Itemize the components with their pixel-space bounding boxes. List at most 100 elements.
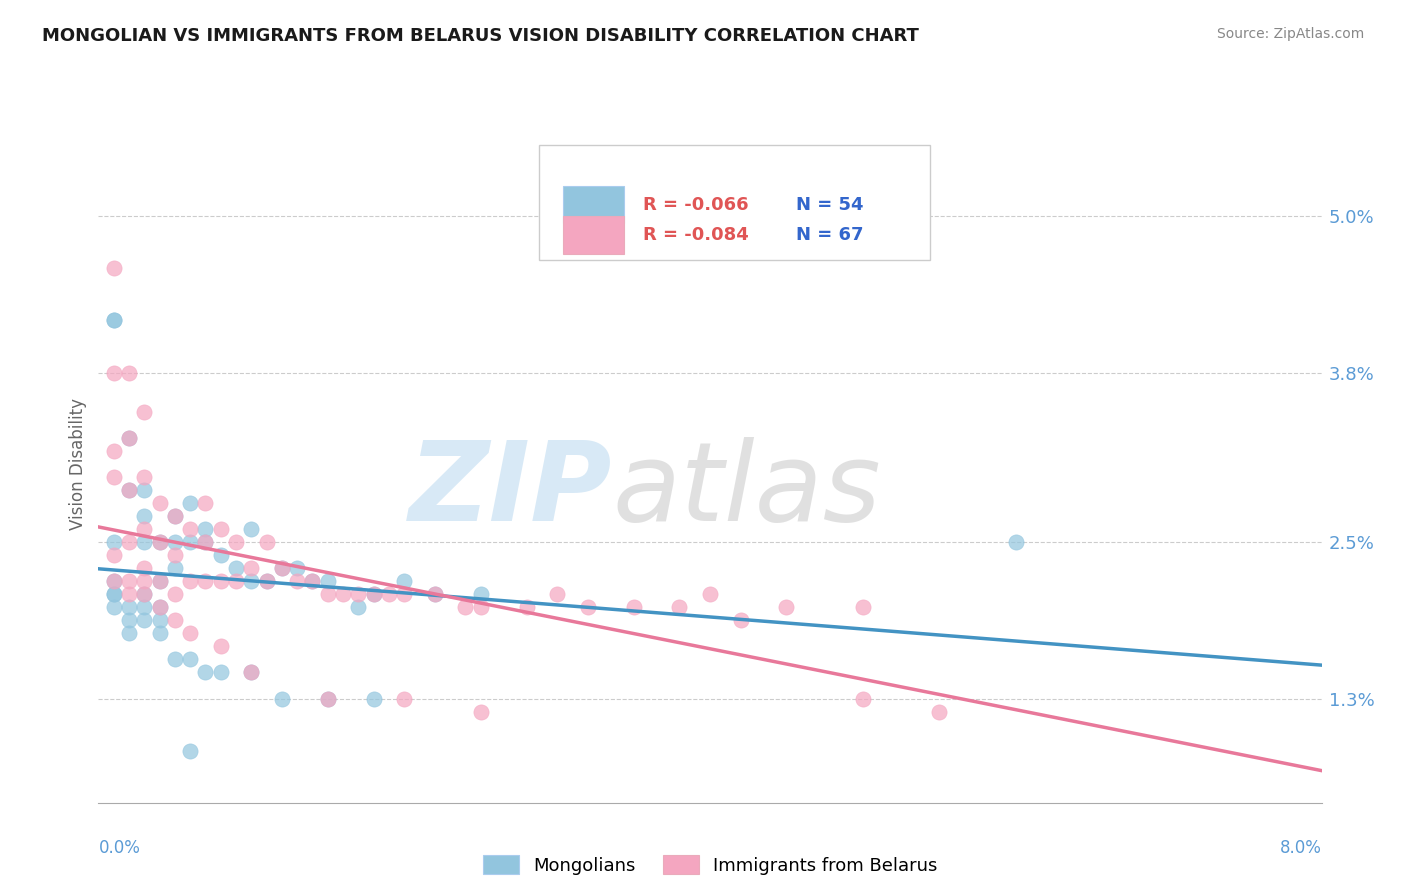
Point bbox=[179, 522, 201, 536]
Point bbox=[209, 665, 232, 680]
Point bbox=[134, 535, 156, 549]
Point bbox=[103, 261, 125, 276]
Point bbox=[363, 691, 385, 706]
Point bbox=[928, 705, 950, 719]
Point bbox=[470, 705, 492, 719]
Point bbox=[316, 691, 339, 706]
Point bbox=[163, 535, 186, 549]
Point bbox=[103, 313, 125, 327]
Point bbox=[134, 600, 156, 615]
Point bbox=[392, 587, 416, 601]
Text: N = 67: N = 67 bbox=[796, 226, 863, 244]
Point bbox=[103, 548, 125, 562]
Point bbox=[378, 587, 401, 601]
Point bbox=[118, 574, 141, 589]
Point bbox=[194, 665, 217, 680]
Legend: Mongolians, Immigrants from Belarus: Mongolians, Immigrants from Belarus bbox=[475, 848, 945, 882]
Point bbox=[179, 744, 201, 758]
Point bbox=[103, 470, 125, 484]
Point bbox=[149, 600, 172, 615]
Point bbox=[316, 691, 339, 706]
Point bbox=[149, 613, 172, 627]
Point bbox=[149, 535, 172, 549]
Point bbox=[163, 548, 186, 562]
Point bbox=[103, 587, 125, 601]
Point bbox=[285, 561, 308, 575]
Point bbox=[363, 587, 385, 601]
Point bbox=[316, 574, 339, 589]
Point bbox=[730, 613, 752, 627]
FancyBboxPatch shape bbox=[538, 145, 931, 260]
Point bbox=[118, 626, 141, 640]
Point bbox=[392, 574, 416, 589]
Point bbox=[225, 574, 247, 589]
Text: 0.0%: 0.0% bbox=[98, 839, 141, 857]
Point bbox=[163, 587, 186, 601]
Text: Source: ZipAtlas.com: Source: ZipAtlas.com bbox=[1216, 27, 1364, 41]
Point bbox=[363, 587, 385, 601]
Point bbox=[134, 587, 156, 601]
Point bbox=[118, 431, 141, 445]
Point bbox=[194, 535, 217, 549]
Point bbox=[179, 574, 201, 589]
Point bbox=[270, 561, 294, 575]
Point bbox=[134, 405, 156, 419]
Point bbox=[392, 691, 416, 706]
Point bbox=[225, 535, 247, 549]
Point bbox=[852, 691, 875, 706]
Point bbox=[270, 561, 294, 575]
Text: atlas: atlas bbox=[612, 437, 880, 544]
Point bbox=[179, 626, 201, 640]
Point bbox=[623, 600, 645, 615]
Point bbox=[163, 613, 186, 627]
Point bbox=[163, 652, 186, 666]
Point bbox=[209, 522, 232, 536]
Point bbox=[423, 587, 446, 601]
Point bbox=[240, 522, 263, 536]
Point bbox=[347, 600, 370, 615]
Point bbox=[149, 574, 172, 589]
Y-axis label: Vision Disability: Vision Disability bbox=[69, 398, 87, 530]
Point bbox=[118, 483, 141, 497]
Point bbox=[454, 600, 477, 615]
Text: R = -0.066: R = -0.066 bbox=[643, 195, 748, 213]
Point bbox=[209, 574, 232, 589]
Point bbox=[332, 587, 354, 601]
Point bbox=[240, 665, 263, 680]
Point bbox=[240, 561, 263, 575]
Point bbox=[194, 574, 217, 589]
Point bbox=[194, 522, 217, 536]
Point bbox=[118, 613, 141, 627]
Point bbox=[852, 600, 875, 615]
Point bbox=[240, 665, 263, 680]
Point bbox=[103, 600, 125, 615]
Point bbox=[194, 535, 217, 549]
Point bbox=[270, 691, 294, 706]
Point bbox=[301, 574, 323, 589]
Point bbox=[516, 600, 538, 615]
Point bbox=[134, 522, 156, 536]
Point bbox=[256, 535, 278, 549]
Point bbox=[118, 535, 141, 549]
Point bbox=[775, 600, 797, 615]
FancyBboxPatch shape bbox=[564, 186, 624, 223]
Point bbox=[576, 600, 599, 615]
Point bbox=[103, 574, 125, 589]
Point bbox=[149, 574, 172, 589]
Text: N = 54: N = 54 bbox=[796, 195, 863, 213]
Point bbox=[134, 587, 156, 601]
Point bbox=[316, 587, 339, 601]
Point bbox=[163, 508, 186, 523]
Text: MONGOLIAN VS IMMIGRANTS FROM BELARUS VISION DISABILITY CORRELATION CHART: MONGOLIAN VS IMMIGRANTS FROM BELARUS VIS… bbox=[42, 27, 920, 45]
Point bbox=[149, 600, 172, 615]
Point bbox=[209, 640, 232, 654]
Point bbox=[240, 574, 263, 589]
Point bbox=[149, 626, 172, 640]
Point bbox=[134, 470, 156, 484]
Text: R = -0.084: R = -0.084 bbox=[643, 226, 748, 244]
Point bbox=[470, 600, 492, 615]
Point bbox=[134, 561, 156, 575]
Text: ZIP: ZIP bbox=[409, 437, 612, 544]
Point bbox=[285, 574, 308, 589]
Point bbox=[103, 535, 125, 549]
